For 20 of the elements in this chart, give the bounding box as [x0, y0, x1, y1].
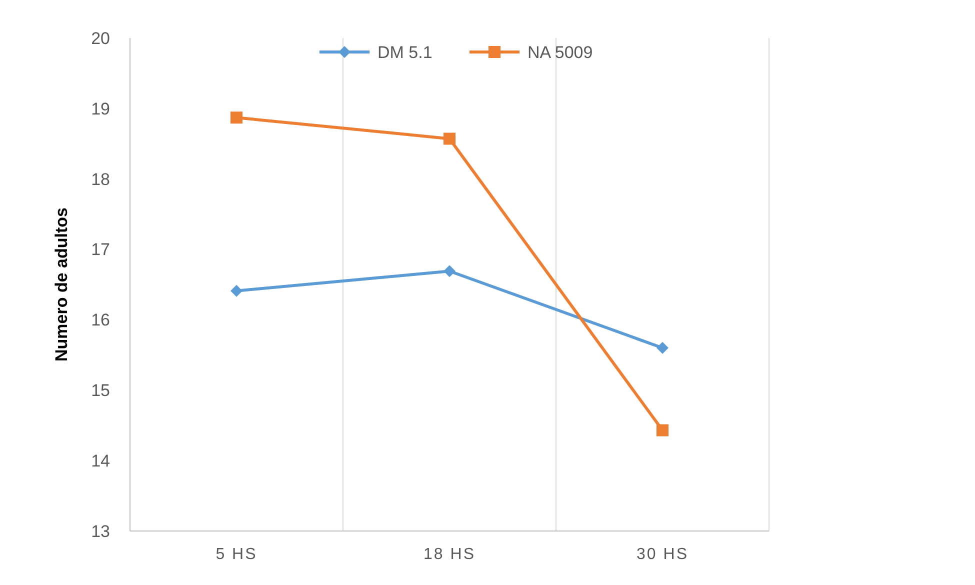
y-tick-label: 15: [91, 381, 110, 400]
legend-label: DM 5.1: [378, 42, 432, 62]
y-tick-label: 18: [91, 170, 110, 189]
y-tick-label: 13: [91, 522, 110, 541]
point: [230, 112, 242, 124]
legend-label: NA 5009: [528, 42, 593, 62]
point: [230, 284, 242, 297]
y-tick-label: 20: [91, 28, 110, 48]
x-tick-label: 5 HS: [216, 546, 258, 563]
point: [444, 132, 456, 145]
y-tick-label: 19: [91, 99, 110, 118]
y-axis-title: Numero de adultos: [52, 208, 71, 362]
point: [656, 342, 668, 354]
y-tick-label: 17: [91, 240, 110, 260]
point: [444, 265, 456, 278]
y-tick-label: 16: [91, 310, 110, 330]
point: [656, 424, 668, 436]
x-tick-label: 30 HS: [636, 546, 688, 563]
y-tick-label: 14: [91, 452, 110, 471]
x-tick-label: 18 HS: [424, 546, 476, 563]
